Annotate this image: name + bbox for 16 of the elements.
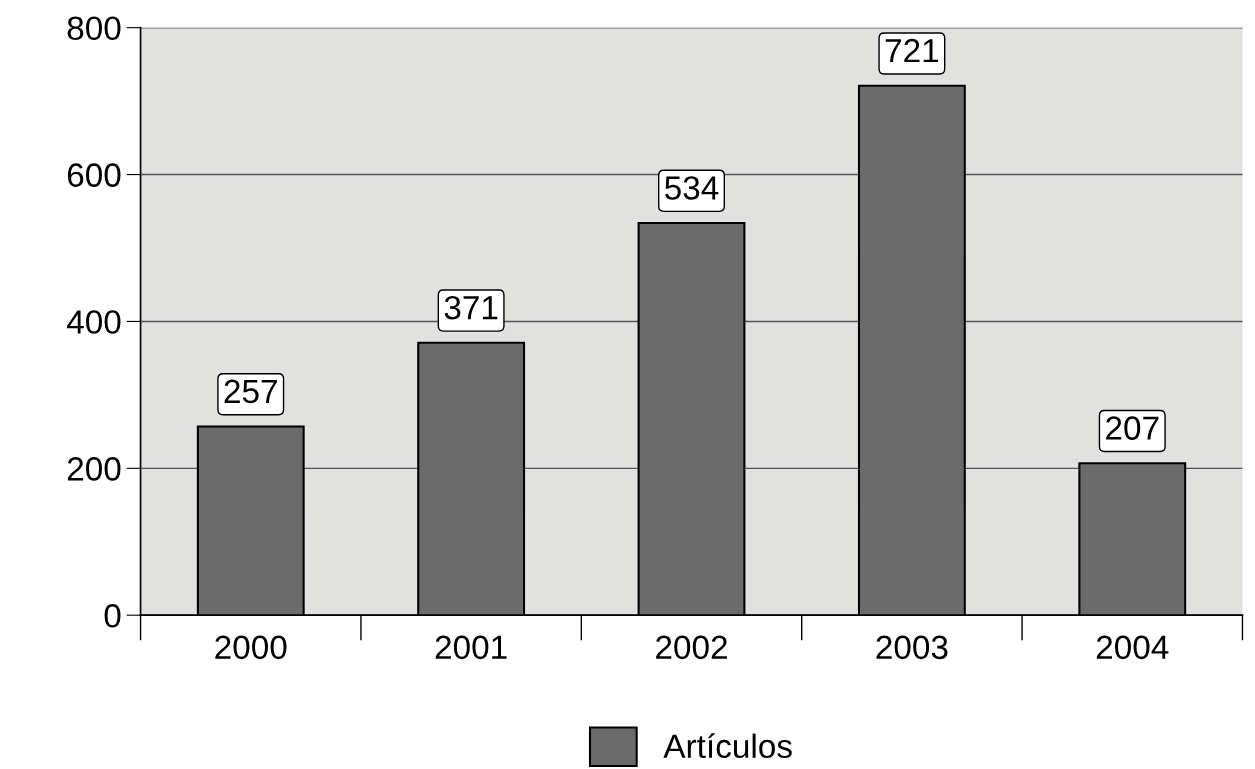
y-tick-label: 400 bbox=[66, 310, 121, 334]
data-label: 207 bbox=[1106, 416, 1159, 440]
x-tick-label: 2000 bbox=[215, 635, 287, 660]
y-tick-label: 200 bbox=[67, 457, 121, 481]
y-tick-label: 600 bbox=[67, 163, 121, 187]
data-label: 721 bbox=[885, 38, 939, 63]
data-label: 371 bbox=[444, 295, 498, 320]
legend-label: Artículos bbox=[663, 733, 792, 759]
data-label: 257 bbox=[224, 379, 277, 404]
x-tick-label: 2003 bbox=[876, 635, 948, 660]
x-tick-label: 2002 bbox=[656, 635, 727, 660]
x-tick-label: 2004 bbox=[1096, 635, 1169, 660]
y-tick-label: 800 bbox=[67, 16, 121, 41]
x-tick-label: 2001 bbox=[435, 635, 507, 660]
data-label: 534 bbox=[665, 176, 719, 200]
y-tick-label: 0 bbox=[104, 604, 121, 628]
